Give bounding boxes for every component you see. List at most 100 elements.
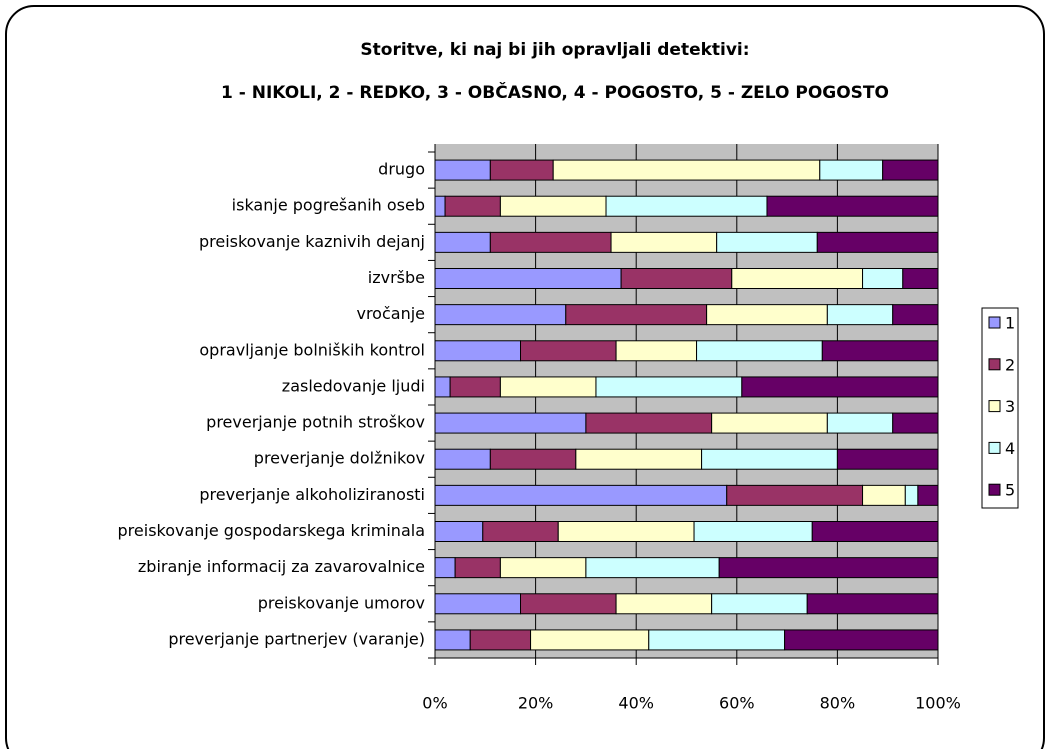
bar-segment [696, 340, 823, 362]
y-tick-label: preverjanje dolžnikov [254, 449, 425, 468]
bar-segment [711, 593, 808, 615]
bar-segment [701, 448, 838, 470]
x-tick-label: 60% [719, 694, 755, 713]
bar-segment [434, 593, 522, 615]
bar-segment [716, 231, 818, 253]
legend-swatch [988, 441, 1001, 454]
plot-area [435, 144, 938, 658]
x-tick-label: 0% [422, 694, 447, 713]
bar-segment [741, 376, 939, 398]
bar-segment [816, 231, 939, 253]
bar-segment [489, 159, 554, 181]
bar-segment [482, 521, 559, 542]
bar-segment [605, 195, 768, 217]
bar-segment [821, 340, 939, 362]
bar-segment [711, 412, 828, 434]
bar-segment [449, 376, 501, 398]
bar-segment [819, 159, 884, 181]
bar-segment [489, 231, 612, 253]
bar-segment [575, 448, 703, 470]
bar-segment [520, 340, 617, 362]
legend-label: 2 [1005, 355, 1015, 374]
bar-segment [585, 412, 713, 434]
x-tick-label: 20% [518, 694, 554, 713]
bar-segment [469, 629, 532, 651]
bar-segment [806, 593, 939, 615]
bar-segment [434, 376, 451, 398]
bar-segment [726, 484, 864, 506]
bar-segment [557, 521, 695, 542]
chart-subtitle: 1 - NIKOLI, 2 - REDKO, 3 - OBČASNO, 4 - … [221, 81, 889, 103]
bar-segment [520, 593, 617, 615]
bar-segment [892, 412, 939, 434]
bar-segment [766, 195, 939, 217]
bar-segment [882, 159, 939, 181]
bar-segment [826, 304, 894, 326]
bar-segment [565, 304, 708, 326]
bar-segment [693, 521, 813, 542]
y-tick-label: izvršbe [368, 268, 425, 287]
bar-segment [434, 231, 491, 253]
bar-segment [530, 629, 650, 651]
y-tick-label: drugo [378, 160, 425, 179]
bar-segment [552, 159, 821, 181]
legend-label: 3 [1005, 397, 1015, 416]
bar-segment [904, 484, 919, 506]
y-tick-label: preiskovanje kaznivih dejanj [199, 232, 425, 251]
bar-segment [610, 231, 718, 253]
bar-segment [499, 376, 597, 398]
bar-segment [892, 304, 939, 326]
y-tick-label: preverjanje potnih stroškov [206, 413, 425, 432]
bar-segment [615, 593, 713, 615]
bar-segment [434, 448, 491, 470]
y-tick-label: iskanje pogrešanih oseb [232, 196, 425, 215]
legend-label: 4 [1005, 439, 1015, 458]
y-tick-label: opravljanje bolniških kontrol [199, 340, 425, 359]
bar-segment [917, 484, 939, 506]
y-tick-label: preiskovanje umorov [258, 593, 425, 612]
x-tick-label: 40% [618, 694, 654, 713]
bar-segment [836, 448, 939, 470]
bar-segment [434, 268, 622, 289]
bar-segment [434, 412, 587, 434]
bar-segment [434, 304, 567, 326]
bar-segment [434, 195, 446, 217]
bar-segment [620, 268, 733, 289]
bar-segment [434, 521, 484, 542]
bar-segment [706, 304, 828, 326]
bar-segment [718, 557, 939, 579]
x-tick-label: 80% [820, 694, 856, 713]
bar-segment [648, 629, 786, 651]
bar-segment [434, 629, 471, 651]
bar-segment [902, 268, 939, 289]
bar-segment [434, 340, 522, 362]
bar-segment [434, 159, 491, 181]
bar-segment [434, 484, 728, 506]
legend-label: 1 [1005, 314, 1015, 333]
x-tick-label: 100% [915, 694, 961, 713]
legend-swatch [988, 483, 1001, 496]
bar-segment [489, 448, 577, 470]
y-tick-label: preverjanje partnerjev (varanje) [168, 629, 425, 648]
bar-segment [585, 557, 720, 579]
legend-swatch [988, 316, 1001, 329]
bar-segment [499, 557, 587, 579]
bar-segment [862, 268, 904, 289]
bar-segment [454, 557, 501, 579]
bar-segment [811, 521, 939, 542]
legend-label: 5 [1005, 481, 1015, 500]
y-tick-label: preiskovanje gospodarskega kriminala [118, 521, 425, 540]
y-tick-label: zbiranje informacij za zavarovalnice [138, 557, 425, 576]
legend-swatch [988, 400, 1001, 413]
bar-segment [731, 268, 864, 289]
y-tick-label: zasledovanje ljudi [282, 376, 425, 395]
bar-segment [434, 557, 456, 579]
bar-segment [615, 340, 698, 362]
bar-segment [499, 195, 607, 217]
bar-segment [444, 195, 501, 217]
y-tick-label: vročanje [356, 304, 425, 323]
bar-segment [784, 629, 939, 651]
bar-segment [862, 484, 906, 506]
y-tick-label: preverjanje alkoholiziranosti [199, 485, 425, 504]
